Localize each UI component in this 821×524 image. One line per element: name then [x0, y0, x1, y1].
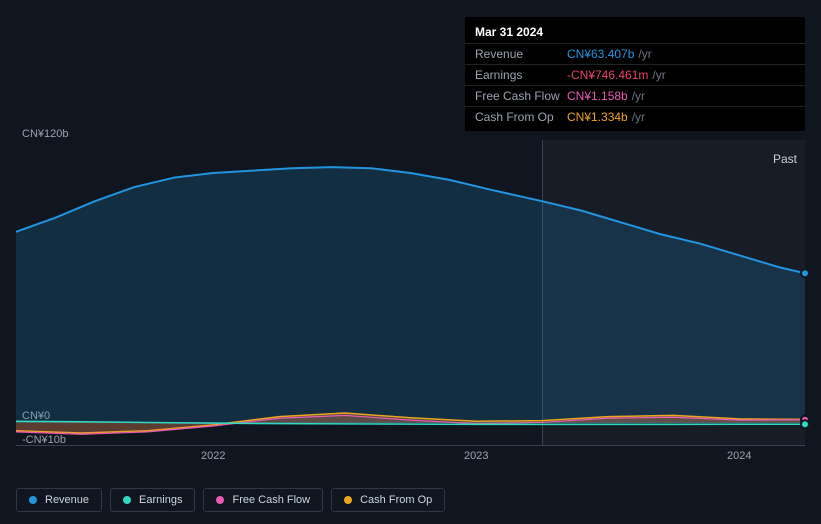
legend-item[interactable]: Cash From Op	[331, 488, 445, 512]
tooltip-row: Earnings-CN¥746.461m/yr	[465, 64, 805, 85]
legend-dot-icon	[29, 496, 37, 504]
tooltip-row-unit: /yr	[632, 110, 645, 124]
plot-area: Past	[16, 140, 805, 446]
legend-dot-icon	[216, 496, 224, 504]
legend-dot-icon	[344, 496, 352, 504]
tooltip-row: Free Cash FlowCN¥1.158b/yr	[465, 85, 805, 106]
legend-dot-icon	[123, 496, 131, 504]
chart-legend: Revenue Earnings Free Cash Flow Cash From O…	[16, 488, 445, 512]
legend-label: Revenue	[45, 494, 89, 506]
tooltip-row-label: Revenue	[475, 47, 567, 61]
tooltip-row: RevenueCN¥63.407b/yr	[465, 43, 805, 64]
tooltip-row: Cash From OpCN¥1.334b/yr	[465, 106, 805, 127]
legend-item[interactable]: Earnings	[110, 488, 195, 512]
chart-tooltip: Mar 31 2024 RevenueCN¥63.407b/yrEarnings…	[465, 17, 805, 131]
tooltip-row-unit: /yr	[652, 68, 665, 82]
tooltip-row-value: CN¥1.334b	[567, 110, 628, 124]
tooltip-row-value: CN¥63.407b	[567, 47, 634, 61]
tooltip-row-label: Cash From Op	[475, 110, 567, 124]
x-axis-label: 2022	[201, 450, 225, 462]
legend-item[interactable]: Revenue	[16, 488, 102, 512]
x-axis-label: 2023	[464, 450, 488, 462]
tooltip-row-label: Earnings	[475, 68, 567, 82]
tooltip-row-unit: /yr	[638, 47, 651, 61]
tooltip-row-unit: /yr	[632, 89, 645, 103]
tooltip-row-label: Free Cash Flow	[475, 89, 567, 103]
y-axis-label: CN¥120b	[22, 128, 68, 140]
financials-chart: Mar 31 2024 RevenueCN¥63.407b/yrEarnings…	[0, 0, 821, 524]
legend-item[interactable]: Free Cash Flow	[203, 488, 323, 512]
legend-label: Free Cash Flow	[232, 494, 310, 506]
tooltip-row-value: CN¥1.158b	[567, 89, 628, 103]
chart-svg	[16, 140, 805, 445]
x-axis-label: 2024	[727, 450, 751, 462]
tooltip-row-value: -CN¥746.461m	[567, 68, 648, 82]
legend-label: Earnings	[139, 494, 182, 506]
x-axis-labels: 2022 2023 2024	[16, 450, 805, 466]
legend-label: Cash From Op	[360, 494, 432, 506]
tooltip-date: Mar 31 2024	[465, 21, 805, 43]
